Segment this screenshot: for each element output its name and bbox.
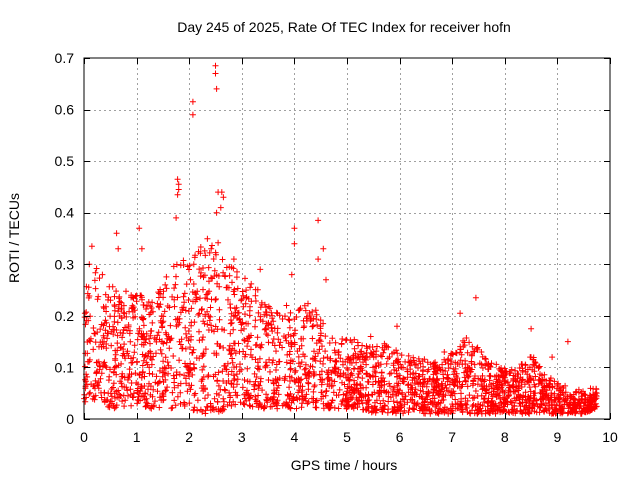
chart-title: Day 245 of 2025, Rate Of TEC Index for r… (177, 19, 511, 35)
y-tick-label: 0.5 (55, 153, 75, 169)
x-tick-label: 10 (602, 429, 618, 445)
x-tick-label: 0 (80, 429, 88, 445)
x-tick-label: 5 (343, 429, 351, 445)
x-tick-label: 1 (133, 429, 141, 445)
axis-ticks (84, 58, 611, 420)
y-tick-labels: 0 0.1 0.2 0.3 0.4 0.5 0.6 0.7 (55, 50, 75, 427)
x-tick-label: 2 (185, 429, 193, 445)
grid-lines (84, 58, 610, 419)
x-tick-label: 4 (291, 429, 299, 445)
x-tick-label: 6 (396, 429, 404, 445)
y-tick-label: 0.4 (55, 205, 75, 221)
y-tick-label: 0.7 (55, 50, 75, 66)
y-tick-label: 0 (66, 411, 74, 427)
x-tick-label: 7 (448, 429, 456, 445)
x-axis-label: GPS time / hours (291, 457, 398, 473)
x-tick-label: 9 (554, 429, 562, 445)
y-tick-label: 0.2 (55, 308, 75, 324)
y-axis-label: ROTI / TECUs (6, 193, 22, 283)
x-tick-label: 8 (501, 429, 509, 445)
y-tick-label: 0.6 (55, 102, 75, 118)
x-tick-labels: 0 1 2 3 4 5 6 7 8 9 10 (80, 429, 618, 445)
x-tick-label: 3 (238, 429, 246, 445)
y-tick-label: 0.1 (55, 359, 75, 375)
roti-plus-markers (81, 62, 600, 417)
y-tick-label: 0.3 (55, 256, 75, 272)
data-points (81, 62, 600, 417)
